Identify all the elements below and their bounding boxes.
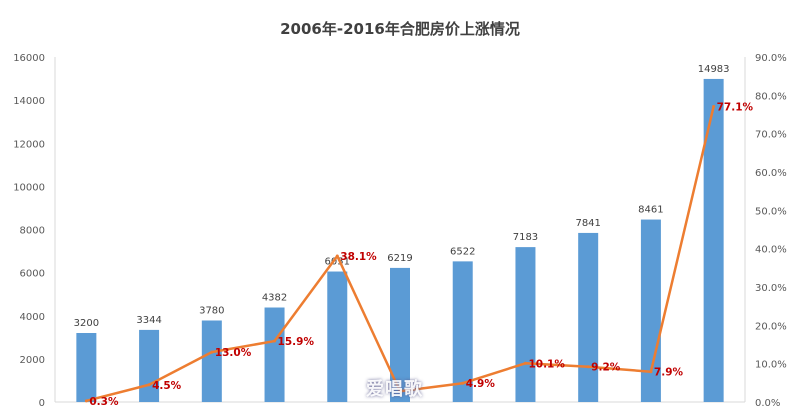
line-value-label: 13.0%: [215, 347, 252, 359]
line-point: [523, 361, 527, 365]
line-point: [335, 254, 339, 258]
bar: [640, 219, 661, 402]
bar: [515, 247, 536, 402]
chart-title: 2006年-2016年合肥房价上涨情况: [280, 20, 520, 38]
y-tick-label-left: 14000: [13, 96, 45, 107]
bar: [703, 78, 724, 402]
watermark: 爱唱歌: [366, 379, 423, 400]
line-point: [712, 104, 716, 108]
y-tick-label-left: 6000: [20, 269, 45, 280]
line-point: [461, 381, 465, 385]
bar: [327, 271, 348, 402]
bar-value-label: 3344: [136, 315, 161, 326]
y-tick-label-right: 20.0%: [755, 321, 787, 332]
y-tick-label-right: 60.0%: [755, 168, 787, 179]
line-value-label: 38.1%: [340, 251, 377, 263]
line-value-label: 0.3%: [89, 396, 119, 408]
line-point: [210, 350, 214, 354]
y-tick-label-right: 0.0%: [755, 398, 780, 409]
line-value-label: 10.1%: [528, 358, 565, 370]
line-value-label: 4.5%: [152, 380, 182, 392]
bar: [139, 329, 160, 402]
line-value-label: 7.9%: [654, 367, 684, 379]
line-value-label: 9.2%: [591, 362, 621, 374]
y-tick-label-right: 70.0%: [755, 130, 787, 141]
bar: [201, 320, 222, 402]
bar-value-label: 4382: [262, 293, 287, 304]
y-tick-label-left: 16000: [13, 53, 45, 64]
line-point: [273, 339, 277, 343]
bar-value-label: 3200: [74, 318, 99, 329]
bar: [76, 333, 97, 402]
line-value-label: 4.9%: [466, 378, 496, 390]
bar-value-label: 6522: [450, 246, 475, 257]
bar: [578, 232, 599, 402]
y-tick-label-left: 8000: [20, 226, 45, 237]
line-point: [586, 365, 590, 369]
bar-value-label: 8461: [638, 205, 663, 216]
y-tick-label-left: 2000: [20, 355, 45, 366]
y-tick-label-right: 40.0%: [755, 245, 787, 256]
bar: [264, 307, 285, 402]
bar-value-label: 6051: [325, 257, 350, 268]
bar-value-label: 7183: [513, 232, 538, 243]
y-tick-label-left: 0: [39, 398, 45, 409]
y-tick-label-left: 4000: [20, 312, 45, 323]
bar-value-label: 14983: [698, 64, 730, 75]
line-point: [649, 370, 653, 374]
bar-value-label: 6219: [387, 253, 412, 264]
y-tick-label-left: 12000: [13, 139, 45, 150]
y-tick-label-right: 30.0%: [755, 283, 787, 294]
y-tick-label-right: 50.0%: [755, 206, 787, 217]
line-value-label: 77.1%: [717, 101, 754, 113]
line-point: [398, 389, 402, 393]
line-value-label: 15.9%: [278, 336, 315, 348]
bar-value-label: 7841: [575, 218, 600, 229]
line-point: [84, 399, 88, 403]
bar-value-label: 3780: [199, 305, 224, 316]
y-tick-label-right: 80.0%: [755, 91, 787, 102]
y-tick-label-right: 10.0%: [755, 360, 787, 371]
y-tick-label-left: 10000: [13, 182, 45, 193]
line-point: [147, 383, 151, 387]
bar: [452, 261, 473, 402]
y-tick-label-right: 90.0%: [755, 53, 787, 64]
bar: [390, 267, 410, 402]
